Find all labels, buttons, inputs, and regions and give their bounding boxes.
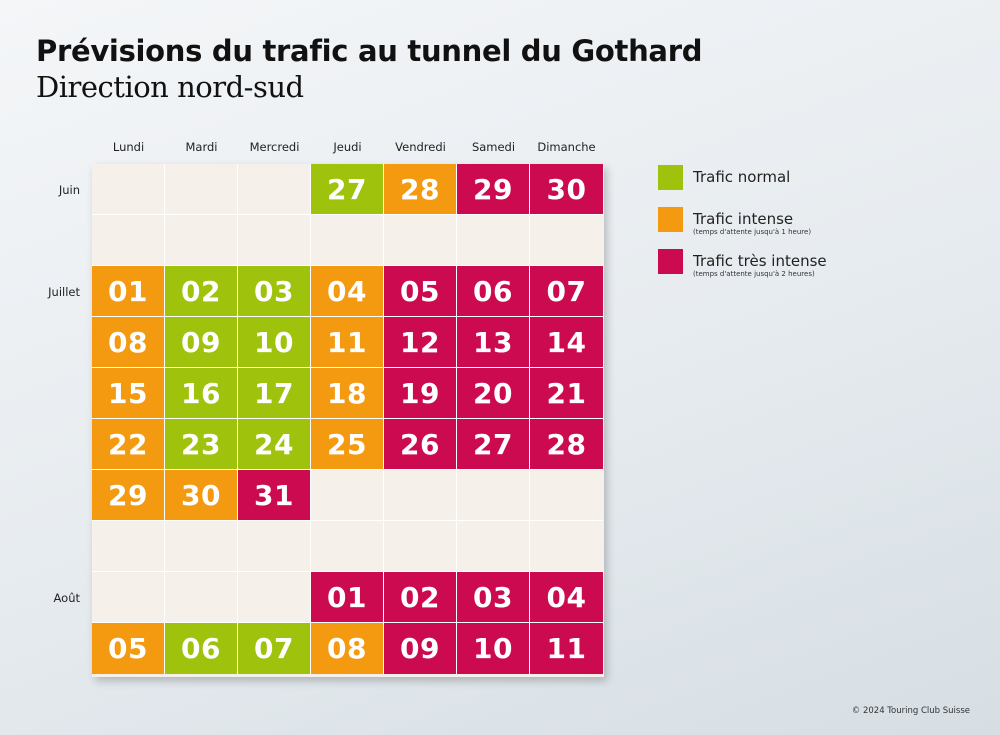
calendar-day-cell: 15 (92, 368, 165, 419)
calendar-cell-empty (238, 521, 311, 572)
calendar-cell-empty (311, 215, 384, 266)
calendar-cell-empty (384, 215, 457, 266)
weekday-header-mercredi: Mercredi (249, 140, 300, 154)
calendar-cell-empty (238, 572, 311, 623)
legend-note: (temps d'attente jusqu'à 1 heure) (693, 228, 812, 236)
calendar-day-cell: 11 (311, 317, 384, 368)
calendar-cell-empty (457, 215, 530, 266)
weekday-header-mardi: Mardi (185, 140, 218, 154)
calendar-day-cell: 02 (165, 266, 238, 317)
calendar-day-cell: 22 (92, 419, 165, 470)
calendar-day-cell: 17 (238, 368, 311, 419)
calendar-day-cell: 16 (165, 368, 238, 419)
calendar-day-cell: 02 (384, 572, 457, 623)
calendar-day-cell: 06 (457, 266, 530, 317)
legend-note: (temps d'attente jusqu'à 2 heures) (693, 270, 815, 278)
legend-label: Trafic très intense (693, 252, 827, 270)
calendar-cell-empty (165, 521, 238, 572)
calendar-day-cell: 29 (92, 470, 165, 521)
calendar-day-cell: 01 (311, 572, 384, 623)
calendar-day-cell: 10 (457, 623, 530, 674)
page-title: Prévisions du trafic au tunnel du Gothar… (36, 34, 703, 68)
calendar-cell-empty (530, 521, 603, 572)
calendar-day-cell: 30 (165, 470, 238, 521)
calendar-day-cell: 04 (311, 266, 384, 317)
calendar-day-cell: 03 (238, 266, 311, 317)
calendar-day-cell: 14 (530, 317, 603, 368)
legend-swatch (658, 207, 683, 232)
calendar-day-cell: 28 (384, 164, 457, 215)
calendar-cell-empty (165, 215, 238, 266)
calendar-day-cell: 20 (457, 368, 530, 419)
weekday-header-lundi: Lundi (112, 140, 145, 154)
calendar-day-cell: 03 (457, 572, 530, 623)
calendar-day-cell: 01 (92, 266, 165, 317)
calendar-cell-empty (384, 521, 457, 572)
month-label: Juin (58, 183, 80, 197)
calendar-day-cell: 24 (238, 419, 311, 470)
calendar-day-cell: 05 (384, 266, 457, 317)
calendar-day-cell: 11 (530, 623, 603, 674)
calendar-day-cell: 27 (311, 164, 384, 215)
calendar-cell-empty (457, 521, 530, 572)
traffic-calendar-grid: 27 28 29 30 01 02 03 04 05 06 07 08 09 10 11 12 13 14 15 16… (92, 164, 604, 677)
month-label: Août (53, 591, 81, 605)
calendar-day-cell: 09 (165, 317, 238, 368)
page-subtitle: Direction nord-sud (36, 70, 304, 104)
calendar-day-cell: 10 (238, 317, 311, 368)
weekday-header-samedi: Samedi (471, 140, 516, 154)
legend-label: Trafic intense (693, 210, 794, 228)
legend-label: Trafic normal (693, 168, 791, 186)
calendar-cell-empty (92, 164, 165, 215)
calendar-day-cell: 13 (457, 317, 530, 368)
calendar-day-cell: 18 (311, 368, 384, 419)
calendar-day-cell: 31 (238, 470, 311, 521)
legend-swatch (658, 165, 683, 190)
calendar-day-cell: 08 (311, 623, 384, 674)
calendar-cell-empty (530, 215, 603, 266)
calendar-cell-empty (311, 470, 384, 521)
calendar-day-cell: 28 (530, 419, 603, 470)
calendar-cell-empty (165, 164, 238, 215)
calendar-day-cell: 07 (238, 623, 311, 674)
calendar-day-cell: 27 (457, 419, 530, 470)
calendar-day-cell: 26 (384, 419, 457, 470)
calendar-cell-empty (92, 215, 165, 266)
calendar-day-cell: 04 (530, 572, 603, 623)
calendar-cell-empty (92, 572, 165, 623)
calendar-cell-empty (238, 215, 311, 266)
weekday-header-dimanche: Dimanche (537, 140, 596, 154)
calendar-day-cell: 09 (384, 623, 457, 674)
month-label: Juillet (48, 285, 80, 299)
calendar-cell-empty (165, 572, 238, 623)
calendar-day-cell: 05 (92, 623, 165, 674)
calendar-day-cell: 21 (530, 368, 603, 419)
calendar-cell-empty (92, 521, 165, 572)
calendar-cell-empty (238, 164, 311, 215)
calendar-day-cell: 06 (165, 623, 238, 674)
calendar-day-cell: 12 (384, 317, 457, 368)
calendar-cell-empty (311, 521, 384, 572)
calendar-day-cell: 29 (457, 164, 530, 215)
copyright-notice: © 2024 Touring Club Suisse (851, 706, 970, 716)
calendar-day-cell: 30 (530, 164, 603, 215)
calendar-day-cell: 07 (530, 266, 603, 317)
calendar-cell-empty (530, 470, 603, 521)
calendar-day-cell: 19 (384, 368, 457, 419)
calendar-day-cell: 25 (311, 419, 384, 470)
weekday-header-vendredi: Vendredi (395, 140, 446, 154)
legend-swatch (658, 249, 683, 274)
calendar-cell-empty (384, 470, 457, 521)
calendar-day-cell: 23 (165, 419, 238, 470)
weekday-header-jeudi: Jeudi (333, 140, 362, 154)
calendar-day-cell: 08 (92, 317, 165, 368)
calendar-cell-empty (457, 470, 530, 521)
